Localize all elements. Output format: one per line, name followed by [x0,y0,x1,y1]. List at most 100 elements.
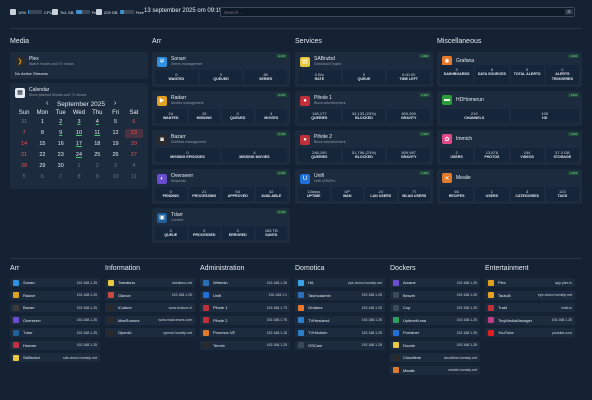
calendar-day[interactable]: 3 [114,163,118,169]
calendar-day[interactable]: 6 [40,174,44,180]
grafana-card[interactable]: ✺ Grafana 1.0.0 3 DASHBOARDS 6 DATA SOURCES 0 TO… [437,52,582,87]
list-title-information: Information [105,265,141,272]
calendar-day[interactable]: 5 [114,119,118,125]
list-item-tweakers[interactable]: Tweakers tweakers.net [105,278,195,287]
calendar-day[interactable]: 11 [130,174,137,180]
list-item-pihole-2[interactable]: Pihole 2 192.168.1.75 [200,315,290,325]
calendar-day[interactable]: 1 [77,163,81,169]
list-item-dozzle[interactable]: Dozzle 192.168.1.25 [390,340,480,350]
list-item-beszel[interactable]: Beszel 192.168.1.25 [390,290,480,300]
calendar-day[interactable]: 23 [57,152,64,158]
calendar-day[interactable]: 11 [94,130,101,136]
tdarr-card[interactable]: ▣ Tdarr Convert 1.0.0 0 QUEUE 0 PROCESSED 0 ERROR… [152,208,290,243]
list-item-tasmoadmin[interactable]: Tasmoadmin 192.168.1.25 [295,290,385,300]
stat-label: CHANNELS [464,116,485,120]
calendar-day[interactable]: 8 [40,130,44,136]
list-item-glance[interactable]: Glance 192.168.1.25 [105,290,195,300]
calendar-day[interactable]: 8 [77,174,81,180]
pihole-2-card[interactable]: ● Pihole 2 Block advertisement 1.0.0 246,190… [295,130,433,165]
calendar-day[interactable]: 5 [22,174,26,180]
calendar-day[interactable]: 28 [21,163,28,169]
calendar-prev-button[interactable]: ‹ [46,100,49,107]
sonarr-card[interactable]: ✲ Sonarr Series management 1.0.0 0 WANTED 0 QUE… [152,52,290,87]
calendar-day[interactable]: 10 [75,130,83,136]
calendar-day[interactable]: 18 [94,141,101,147]
plex-card[interactable]: ❯ Plex Watch movies and TV shows No Acti… [10,52,148,79]
list-item-tvheadend[interactable]: TVHeadend 192.168.1.25 [295,315,385,325]
list-item-ha[interactable]: HA eye-vision.homelp.net [295,278,385,287]
calendar-day[interactable]: 2 [95,163,99,169]
list-item-youtube[interactable]: YouTube youtube.com [485,328,575,337]
immich-card[interactable]: ✿ Immich 1.0.0 2 USERS 13,878 PHOTOS 244 VIDEOS 3… [437,130,582,165]
list-item-oscam[interactable]: OSCam 192.168.1.25 [295,340,385,350]
search-engine-button[interactable]: G [565,9,573,15]
list-item-termix[interactable]: Termix 192.168.1.25 [200,340,290,350]
calendar-day[interactable]: 14 [21,141,28,147]
list-item-tvhadmin[interactable]: TVHAdmin 192.168.1.25 [295,328,385,337]
calendar-next-button[interactable]: › [114,100,117,107]
list-item-homarr[interactable]: Homarr 192.168.1.25 [10,340,100,350]
sabnzbd-card[interactable]: ▤ SABnzbd Download Engine 1.0.0 0 B/s RATE 0 QU… [295,52,433,87]
calendar-day[interactable]: 1 [40,119,44,125]
list-item-uptimekuma[interactable]: UptimeKuma 192.168.1.25 [390,315,480,325]
mealie-card[interactable]: ✕ Mealie 1.0.0 66 RECIPES 1 USERS 3 CATEGORIES 12… [437,169,582,204]
calendar-day[interactable]: 2 [59,119,63,125]
pihole-1-card[interactable]: ● Pihole 1 Block advertisement 1.0.0 145,177… [295,91,433,126]
calendar-day[interactable]: 4 [132,163,136,169]
calendar-day[interactable]: 25 [94,152,101,158]
list-item-macrumors[interactable]: MacRumors www.macrumors.com [105,315,195,325]
list-item-cloudtime[interactable]: Cloudtime cloudtime.homelp.net [390,353,480,362]
list-item-overseerr[interactable]: Overseerr 192.168.1.25 [10,315,100,325]
unifi-card[interactable]: U Unifi Unifi UDMPro 1.0.0 13days UPTIME UP WAN… [295,169,433,204]
list-item-portainer[interactable]: Portainer 192.168.1.25 [390,328,480,337]
calendar-day[interactable]: 4 [95,119,99,125]
calendar-day[interactable]: 3 [77,119,81,125]
list-item-sabnzbd[interactable]: SABnzbd sab-vision.homelp.net [10,353,100,362]
calendar-day[interactable]: 31 [21,119,28,125]
calendar-day[interactable]: 20 [130,141,137,147]
calendar-day[interactable]: 21 [21,152,28,158]
list-item-plex[interactable]: Plex app.plex.tv [485,278,575,287]
list-item-cup[interactable]: Cup 192.168.1.25 [390,303,480,312]
list-item-unifi[interactable]: Unifi 192.168.1.1 [200,290,290,300]
calendar-day[interactable]: 9 [59,130,63,136]
list-item-mealie[interactable]: Mealie mealie.homelp.net [390,365,480,375]
list-item-pihole-1[interactable]: Pihole 1 192.168.1.73 [200,303,290,312]
list-item-iculture[interactable]: iCulture www.iculture.nl [105,303,195,312]
calendar-day[interactable]: 22 [39,152,46,158]
calendar-day[interactable]: 19 [112,141,119,147]
list-item-radarr[interactable]: Radarr 192.168.1.25 [10,290,100,300]
calendar-day[interactable]: 29 [39,163,46,169]
calendar-day[interactable]: 24 [75,152,83,158]
list-item-arcane[interactable]: Arcane 192.168.1.25 [390,278,480,287]
calendar-day[interactable]: 27 [130,152,137,158]
list-item-tautulli[interactable]: Tautulli eye-vision.homelp.net [485,290,575,300]
calendar-day[interactable]: 26 [112,152,119,158]
calendar-day[interactable]: 7 [22,130,26,136]
list-item-webmin[interactable]: Webmin 192.168.1.25 [200,278,290,287]
calendar-day[interactable]: 6 [132,119,136,125]
list-item-trakt[interactable]: Trakt trakt.tv [485,303,575,312]
list-item-bazarr[interactable]: Bazarr 192.168.1.25 [10,303,100,312]
bazarr-card[interactable]: ◙ Bazarr Subtitles management 1.0.0 0 MISSING… [152,130,290,165]
list-item-tdarr[interactable]: Tdarr 192.168.1.25 [10,328,100,337]
calendar-day[interactable]: 7 [59,174,63,180]
list-item-grafana[interactable]: Grafana 192.168.1.25 [295,303,385,312]
overseerr-card[interactable]: ◐ Overseerr Requests 1.0.0 0 PENDING 21 PROCESS… [152,169,290,204]
radarr-card[interactable]: ▶ Radarr Movies management 1.0.0 24 WANTED 25 M… [152,91,290,126]
list-item-tinymediamanager[interactable]: TinyMediaManager 192.168.1.25 [485,315,575,325]
list-item-openai[interactable]: OpenAI openai.homelp.net [105,328,195,337]
search-input[interactable] [221,8,541,16]
list-item-sonarr[interactable]: Sonarr 192.168.1.25 [10,278,100,287]
calendar-day[interactable]: 12 [112,130,119,136]
calendar-day[interactable]: 9 [95,174,99,180]
calendar-day[interactable]: 30 [57,163,64,169]
calendar-day[interactable]: 17 [75,141,83,147]
calendar-day[interactable]: 16 [57,141,64,147]
search-box[interactable]: G [220,7,575,17]
calendar-day[interactable]: 15 [39,141,46,147]
calendar-day[interactable]: 13 [124,129,143,138]
list-item-proxmox-ve[interactable]: Proxmox VE 192.168.1.15 [200,328,290,337]
hdhomerun-card[interactable]: ▬ HDHomerun 1.0.0 219 CHANNELS 105 HD [437,91,582,126]
calendar-day[interactable]: 10 [112,174,119,180]
